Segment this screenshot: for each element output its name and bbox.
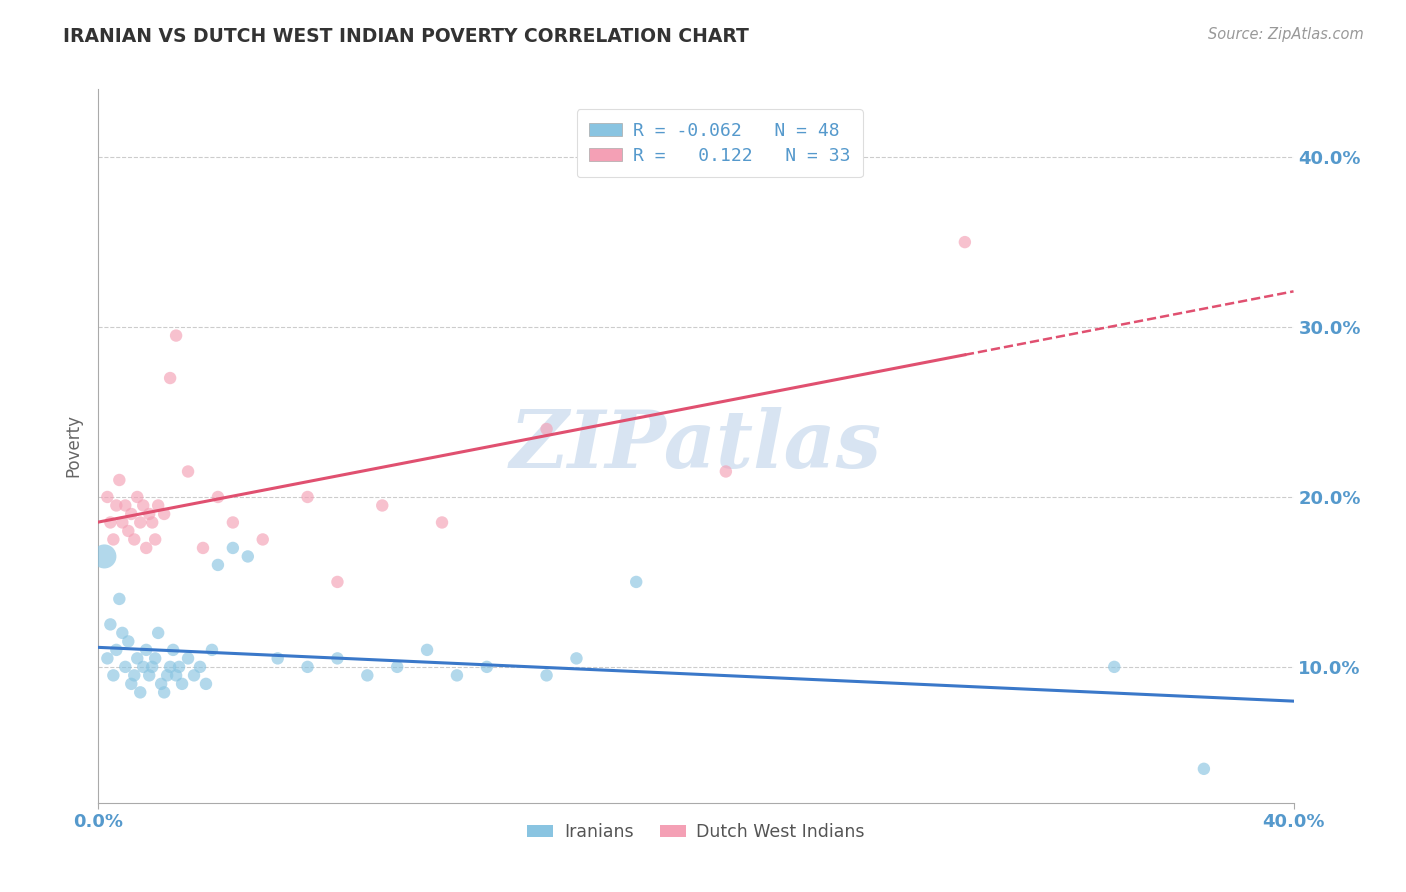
Point <box>191 541 214 555</box>
Point <box>446 668 468 682</box>
Point <box>108 591 131 606</box>
Point <box>120 507 142 521</box>
Point <box>135 643 157 657</box>
Point <box>103 668 125 682</box>
Point <box>267 651 290 665</box>
Point <box>201 643 224 657</box>
Point <box>626 574 648 589</box>
Point <box>148 626 170 640</box>
Point <box>114 499 136 513</box>
Point <box>127 490 149 504</box>
Point <box>953 235 976 249</box>
Point <box>153 507 176 521</box>
Point <box>98 617 122 632</box>
Point <box>565 651 588 665</box>
Point <box>129 516 152 530</box>
Point <box>111 516 134 530</box>
Point <box>141 516 163 530</box>
Point <box>475 660 498 674</box>
Legend: Iranians, Dutch West Indians: Iranians, Dutch West Indians <box>520 816 872 847</box>
Point <box>132 499 155 513</box>
Point <box>167 660 190 674</box>
Point <box>430 516 453 530</box>
Point <box>1192 762 1215 776</box>
Point <box>165 668 187 682</box>
Point <box>183 668 205 682</box>
Point <box>96 490 118 504</box>
Point <box>98 516 122 530</box>
Point <box>124 668 146 682</box>
Point <box>96 651 118 665</box>
Point <box>143 651 166 665</box>
Point <box>222 541 245 555</box>
Point <box>159 371 181 385</box>
Point <box>108 473 131 487</box>
Point <box>105 499 128 513</box>
Point <box>236 549 259 564</box>
Point <box>207 490 229 504</box>
Point <box>177 651 200 665</box>
Point <box>1104 660 1126 674</box>
Point <box>172 677 194 691</box>
Point <box>117 524 139 538</box>
Point <box>156 668 179 682</box>
Point <box>138 507 160 521</box>
Point <box>117 634 139 648</box>
Point <box>105 643 128 657</box>
Point <box>714 465 737 479</box>
Point <box>536 668 558 682</box>
Point <box>177 465 200 479</box>
Point <box>114 660 136 674</box>
Point <box>124 533 146 547</box>
Point <box>103 533 125 547</box>
Point <box>135 541 157 555</box>
Point <box>138 668 160 682</box>
Point <box>162 643 184 657</box>
Point <box>356 668 378 682</box>
Point <box>141 660 163 674</box>
Point <box>326 574 349 589</box>
Point <box>252 533 274 547</box>
Point <box>536 422 558 436</box>
Point <box>222 516 245 530</box>
Point <box>93 549 115 564</box>
Point <box>132 660 155 674</box>
Point <box>297 490 319 504</box>
Text: IRANIAN VS DUTCH WEST INDIAN POVERTY CORRELATION CHART: IRANIAN VS DUTCH WEST INDIAN POVERTY COR… <box>63 27 749 45</box>
Point <box>385 660 409 674</box>
Point <box>371 499 394 513</box>
Point <box>297 660 319 674</box>
Point <box>159 660 181 674</box>
Text: ZIPatlas: ZIPatlas <box>510 408 882 484</box>
Point <box>416 643 439 657</box>
Point <box>188 660 211 674</box>
Y-axis label: Poverty: Poverty <box>65 415 83 477</box>
Point <box>195 677 218 691</box>
Text: Source: ZipAtlas.com: Source: ZipAtlas.com <box>1208 27 1364 42</box>
Point <box>111 626 134 640</box>
Point <box>326 651 349 665</box>
Point <box>148 499 170 513</box>
Point <box>129 685 152 699</box>
Point <box>150 677 173 691</box>
Point <box>207 558 229 572</box>
Point <box>143 533 166 547</box>
Point <box>127 651 149 665</box>
Point <box>120 677 142 691</box>
Point <box>165 328 187 343</box>
Point <box>153 685 176 699</box>
